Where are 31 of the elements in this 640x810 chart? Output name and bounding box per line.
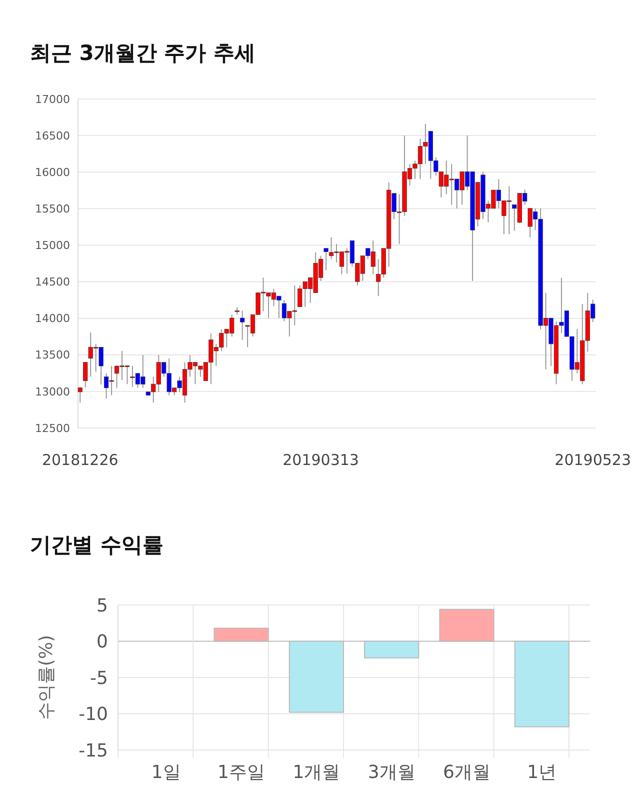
x-tick-label: 1개월: [292, 762, 340, 783]
candlestick: [240, 310, 245, 340]
y-tick-label: -15: [78, 740, 108, 762]
y-tick-label: -5: [90, 668, 108, 689]
y-tick-label: 0: [96, 632, 108, 653]
x-tick-label: 6개월: [443, 762, 490, 783]
x-tick-label: 20190523: [554, 451, 632, 469]
candlestick: [83, 362, 88, 388]
y-tick-label: -10: [78, 704, 108, 726]
y-tick-label: 14000: [35, 312, 70, 326]
chart-title: 최근 3개월간 주가 추세: [30, 41, 256, 65]
x-tick-label: 3개월: [368, 762, 416, 783]
candlestick: [78, 386, 82, 404]
y-tick-label: 17000: [35, 92, 70, 106]
candlestick: [324, 248, 328, 271]
y-tick-label: 12500: [35, 422, 70, 435]
y-tick-label: 16000: [35, 166, 70, 179]
chart-title: 기간별 수익률: [30, 533, 164, 557]
x-tick-label: 20181226: [42, 451, 118, 469]
x-tick-label: 1일: [151, 762, 181, 783]
x-tick-label: 1주일: [218, 762, 265, 783]
x-tick-label: 1년: [527, 762, 557, 783]
y-tick-label: 13500: [35, 348, 70, 362]
y-tick-label: 15500: [35, 202, 70, 216]
y-axis-title: 수익률(%): [36, 634, 57, 720]
x-tick-label: 20190313: [282, 451, 359, 469]
y-tick-label: 14500: [35, 276, 70, 289]
y-tick-label: 15000: [35, 239, 70, 252]
y-tick-label: 16500: [35, 129, 70, 142]
y-tick-label: 5: [96, 595, 108, 616]
y-tick-label: 13000: [35, 385, 70, 398]
